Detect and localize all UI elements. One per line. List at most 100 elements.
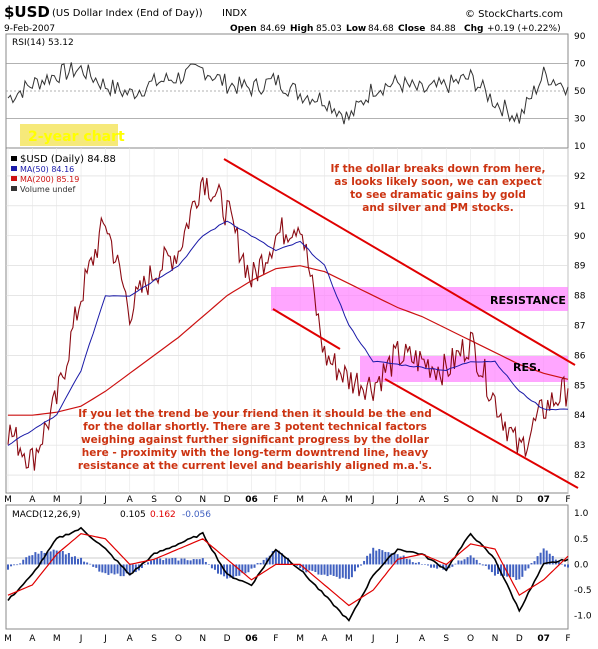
- legend-swatch: [11, 156, 17, 161]
- legend-swatch: [11, 186, 17, 191]
- macd-hist-bar: [180, 558, 183, 565]
- macd-hist-bar: [128, 564, 131, 576]
- macd-hist-bar: [390, 553, 393, 565]
- macd-hist-bar: [332, 564, 335, 576]
- month-label: N: [492, 634, 499, 644]
- legend-entry: MA(200) 85.19: [20, 175, 79, 184]
- rsi-tick-label: 50: [574, 87, 586, 97]
- chart-date: 9-Feb-2007: [4, 24, 55, 34]
- macd-hist-bar: [107, 564, 110, 575]
- macd-hist-bar: [469, 555, 472, 565]
- month-label: A: [127, 495, 134, 505]
- macd-hist-bar: [113, 564, 116, 575]
- macd-hist-bar: [417, 562, 420, 565]
- macd-hist-bar: [274, 549, 277, 565]
- open-label: Open: [230, 24, 257, 34]
- macd-hist-bar: [104, 564, 107, 574]
- macd-hist-bar: [493, 564, 496, 576]
- macd-hist-bar: [500, 564, 503, 576]
- month-label: O: [467, 634, 474, 644]
- month-label: J: [395, 634, 399, 644]
- macd-hist-bar: [545, 550, 548, 565]
- note-bottom: If you let the trend be your friend then…: [78, 408, 432, 472]
- macd-hist-bar: [19, 563, 22, 565]
- price-tick-label: 90: [574, 232, 586, 242]
- macd-hist-bar: [551, 555, 554, 565]
- macd-hist-bar: [427, 564, 429, 566]
- macd-hist-bar: [341, 564, 344, 578]
- month-label: J: [79, 495, 83, 505]
- macd-hist-bar: [357, 564, 359, 568]
- note-top-line: If the dollar breaks down from here,: [330, 163, 545, 175]
- macd-hist-bar: [201, 558, 204, 565]
- macd-hist-bar: [10, 564, 13, 567]
- macd-hist-bar: [262, 559, 265, 565]
- macd-hist-bar: [567, 564, 569, 568]
- macd-hist-bar: [299, 564, 302, 569]
- macd-hist-bar: [247, 564, 250, 573]
- macd-hist-bar: [189, 560, 192, 565]
- macd-hist-bar: [143, 564, 146, 565]
- macd-hist-bar: [411, 562, 414, 565]
- macd-hist-bar: [80, 557, 83, 565]
- macd-hist-bar: [308, 564, 311, 571]
- close-value: 84.88: [430, 24, 456, 34]
- macd-hist-bar: [445, 564, 448, 572]
- month-label: J: [395, 495, 399, 505]
- macd-hist-bar: [159, 558, 162, 565]
- macd-hist-bar: [420, 564, 423, 565]
- note-bottom-line: resistance at the current level and bear…: [78, 460, 432, 472]
- rsi-line: [7, 62, 569, 125]
- macd-hist-bar: [217, 564, 219, 574]
- month-label: M: [296, 634, 304, 644]
- macd-hist-bar: [122, 564, 125, 577]
- macd-hist-bar: [539, 552, 542, 565]
- macd-hist-bar: [384, 551, 387, 565]
- macd-hist-bar: [557, 561, 560, 565]
- macd-hist-bar: [77, 558, 79, 565]
- month-label: M: [296, 495, 304, 505]
- macd-hist-bar: [375, 550, 378, 565]
- month-label: M: [53, 634, 61, 644]
- month-label: D: [224, 495, 231, 505]
- macd-hist-bar: [527, 564, 530, 569]
- month-label: S: [151, 495, 157, 505]
- macd-hist-bar: [503, 564, 506, 576]
- high-value: 85.03: [316, 24, 342, 34]
- downtrend-line-mid: [272, 308, 341, 350]
- month-label: N: [492, 495, 499, 505]
- macd-hist-bar: [34, 552, 37, 565]
- macd-hist-bar: [125, 564, 128, 574]
- macd-hist-bar: [46, 551, 49, 565]
- macd-hist-bar: [198, 559, 201, 565]
- month-label: A: [321, 634, 328, 644]
- rsi-tick-label: 70: [574, 60, 586, 70]
- badge-bg: [20, 124, 118, 146]
- legend-entry: Volume undef: [20, 185, 75, 194]
- macd-hist-bar: [67, 552, 70, 565]
- price-tick-label: 91: [574, 202, 585, 212]
- macd-hist-bar: [314, 564, 317, 572]
- resistance-label: RESISTANCE: [490, 294, 566, 307]
- macd-hist-bar: [119, 564, 122, 577]
- macd-hist-bar: [165, 558, 168, 565]
- macd-hist-bar: [171, 558, 174, 565]
- macd-hist-bar: [207, 564, 210, 565]
- symbol: $USD: [4, 3, 50, 21]
- price-tick-label: 92: [574, 172, 585, 182]
- macd-hist-bar: [454, 563, 457, 565]
- rsi-label: RSI(14) 53.12: [12, 38, 74, 48]
- macd-hist-bar: [16, 564, 19, 566]
- macd-tick-label: 1.0: [574, 509, 589, 519]
- month-label: A: [127, 634, 134, 644]
- macd-hist-bar: [393, 552, 396, 565]
- macd-hist-bar: [509, 564, 512, 577]
- month-label: M: [53, 495, 61, 505]
- macd-hist-bar: [86, 562, 89, 565]
- macd-hist-bar: [451, 564, 454, 567]
- macd-hist-bar: [110, 564, 113, 574]
- macd-hist-bar: [329, 564, 332, 575]
- resistance-band: [271, 287, 568, 311]
- macd-hist-bar: [271, 551, 274, 565]
- macd-hist-bar: [186, 560, 189, 565]
